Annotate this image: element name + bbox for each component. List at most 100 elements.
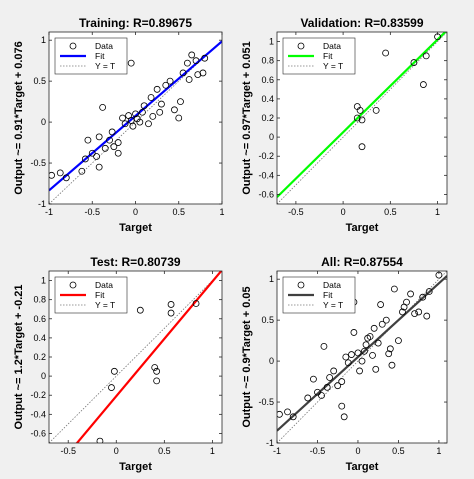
y-tick-label: 0 <box>269 356 274 366</box>
x-axis-label: Target <box>119 222 152 234</box>
fit-line <box>277 32 447 198</box>
legend-fit-label: Fit <box>95 51 105 61</box>
legend-data-marker <box>69 281 77 289</box>
data-point <box>121 120 129 128</box>
data-point <box>284 408 291 416</box>
data-point <box>179 69 187 77</box>
data-point <box>99 103 107 111</box>
legend-identity-label: Y = T <box>323 61 343 71</box>
data-point <box>289 413 297 421</box>
x-tick-label: 0 <box>341 207 346 217</box>
chart-panel-1: -1 -0.5 0 0.5 1 -1 -0.5 0 0.5 1 Training: R=0.8967… <box>13 16 225 234</box>
legend-fit-label: Fit <box>323 290 333 300</box>
y-tick-label: 0.4 <box>261 94 274 104</box>
y-tick-label: 0 <box>269 132 274 142</box>
chart-title: Validation: R=0.83599 <box>300 16 423 30</box>
x-tick-label: 0.5 <box>158 446 171 456</box>
y-tick-label: -0.2 <box>30 390 46 400</box>
y-tick-label: -0.4 <box>30 409 46 419</box>
y-tick-label: 0.4 <box>33 333 46 343</box>
data-point <box>354 349 362 357</box>
data-point <box>410 59 418 66</box>
data-point <box>334 382 342 390</box>
x-tick-label: -1 <box>45 207 53 217</box>
legend-identity-label: Y = T <box>323 300 343 310</box>
data-point <box>127 59 135 67</box>
data-point <box>318 392 325 399</box>
data-point <box>342 353 350 361</box>
data-point <box>386 345 394 353</box>
data-point <box>338 378 346 385</box>
x-tick-label: 0 <box>114 446 119 456</box>
data-point <box>356 106 364 114</box>
y-axis-label: Output ~= 1.2*Target + -0.21 <box>13 285 25 430</box>
y-tick-label: 1 <box>41 35 46 45</box>
x-tick-label: 1 <box>219 207 224 217</box>
data-point <box>192 300 200 307</box>
y-tick-label: -0.6 <box>258 189 274 199</box>
x-tick-label: 0 <box>133 207 138 217</box>
x-tick-label: 0.5 <box>384 207 397 217</box>
data-point <box>177 98 184 106</box>
data-point <box>353 114 361 122</box>
chart-panel-4: -1 -0.5 0 0.5 1 -1 -0.5 0 0.5 1 All: R=0.87554 Targ… <box>241 255 448 473</box>
data-point <box>119 114 126 122</box>
y-tick-label: 1 <box>269 37 274 47</box>
fit-line <box>49 40 222 192</box>
data-point <box>378 320 386 328</box>
data-point <box>132 110 139 118</box>
data-point <box>372 106 380 114</box>
x-axis-label: Target <box>119 461 152 473</box>
data-point <box>62 174 70 182</box>
data-point <box>183 59 191 67</box>
data-point <box>162 81 170 89</box>
data-point <box>171 106 178 114</box>
data-point <box>153 377 161 385</box>
data-point <box>194 71 202 78</box>
data-point <box>338 402 346 410</box>
data-point <box>101 144 109 152</box>
legend-data-label: Data <box>95 41 113 51</box>
chart-title: Test: R=0.80739 <box>90 255 180 269</box>
data-point <box>136 306 144 314</box>
data-point <box>166 77 174 85</box>
data-point <box>156 108 164 116</box>
legend-identity-label: Y = T <box>95 61 115 71</box>
x-tick-label: 1 <box>210 446 215 456</box>
legend-data-label: Data <box>323 280 341 290</box>
legend-fit-label: Fit <box>95 290 105 300</box>
data-point <box>108 384 115 391</box>
y-tick-label: 0.6 <box>261 75 274 85</box>
y-tick-label: 0 <box>41 117 46 127</box>
data-point <box>167 309 175 317</box>
data-point <box>399 308 406 316</box>
y-axis-label: Output ~= 0.91*Target + 0.076 <box>13 41 25 195</box>
legend-data-marker <box>69 42 77 50</box>
data-point <box>382 316 390 324</box>
data-point <box>106 136 113 144</box>
data-point <box>93 153 100 160</box>
data-point <box>199 69 207 77</box>
legend-data-marker <box>297 281 305 289</box>
legend-data-label: Data <box>323 41 341 51</box>
data-point <box>110 143 118 151</box>
data-point <box>136 118 144 126</box>
x-tick-label: 0.5 <box>392 446 405 456</box>
data-point <box>88 149 96 157</box>
y-tick-label: 0.2 <box>261 113 274 123</box>
data-point <box>356 367 363 375</box>
plot-content <box>277 32 447 204</box>
data-point <box>350 329 358 336</box>
x-tick-label: -0.5 <box>310 446 326 456</box>
plot-content <box>49 271 222 443</box>
data-point <box>114 149 122 157</box>
x-tick-label: -1 <box>273 446 281 456</box>
data-point <box>425 288 433 295</box>
y-tick-label: 0.5 <box>33 76 46 86</box>
data-point <box>388 361 396 369</box>
y-tick-label: 1 <box>41 276 46 286</box>
chart-panel-2: -0.5 0 0.5 1 -0.6 -0.4 -0.2 0 0.2 0.4 0.6 0.8 1 Valid… <box>241 16 448 234</box>
